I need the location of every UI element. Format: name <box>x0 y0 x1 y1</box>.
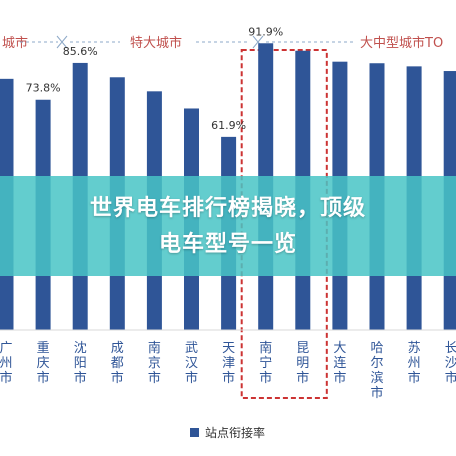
data-label: 91.9% <box>248 25 283 38</box>
group-label: 特大城市 <box>130 35 182 51</box>
x-tick-label: 哈尔滨市 <box>370 341 383 401</box>
x-tick-label: 大连市 <box>333 341 346 386</box>
x-tick-label: 沈阳市 <box>74 341 87 386</box>
group-label: 大中型城市TO <box>360 35 443 51</box>
data-labels: 73.8% 85.6% 61.9% 91.9% <box>26 25 284 132</box>
banner-title-line-2: 电车型号一览 <box>158 232 297 257</box>
x-tick-label: 天津市 <box>222 341 235 386</box>
x-tick-label: 昆明市 <box>296 341 309 386</box>
x-tick-label: 重庆市 <box>37 340 50 386</box>
group-bracket-cross <box>56 35 68 49</box>
x-tick-label: 长沙市 <box>445 341 456 386</box>
x-axis-ticks: 广州市 重庆市 沈阳市 成都市 南京市 武汉市 天津市 南宁市 昆明市 大连市 哈尔滨市 苏州市 长沙市 <box>0 340 456 401</box>
banner-title-line-1: 世界电车排行榜揭晓，顶级 <box>89 196 366 221</box>
x-tick-label: 南京市 <box>148 340 161 386</box>
data-label: 85.6% <box>63 45 98 58</box>
legend: 站点衔接率 <box>190 425 265 440</box>
group-label: 城市 <box>2 35 28 51</box>
title-banner <box>0 176 456 276</box>
x-tick-label: 南宁市 <box>259 340 272 386</box>
x-tick-label: 武汉市 <box>185 341 198 386</box>
x-tick-label: 广州市 <box>0 341 13 386</box>
data-label: 73.8% <box>26 82 61 95</box>
legend-swatch <box>190 428 199 437</box>
x-tick-label: 成都市 <box>111 341 124 386</box>
legend-label: 站点衔接率 <box>205 425 265 440</box>
data-label: 61.9% <box>211 119 246 132</box>
x-tick-label: 苏州市 <box>408 340 421 386</box>
group-headers: 城市 特大城市 大中型城市TO <box>2 35 443 51</box>
